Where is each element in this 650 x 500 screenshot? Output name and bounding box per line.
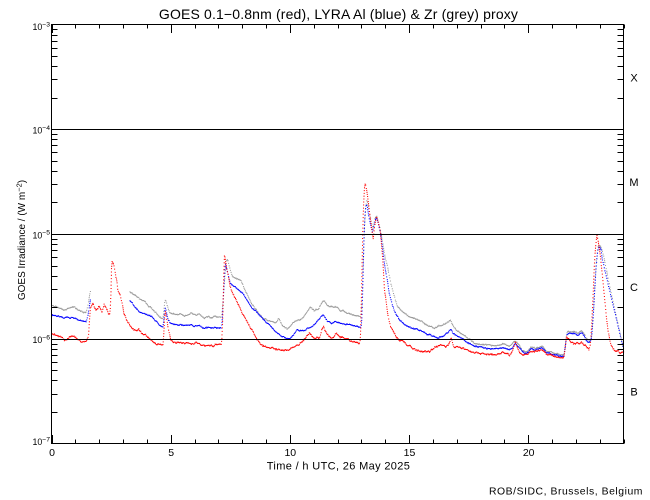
svg-text:0: 0 [49, 447, 55, 459]
svg-text:10−5: 10−5 [32, 230, 50, 241]
svg-text:10−3: 10−3 [32, 21, 50, 32]
svg-text:M: M [629, 177, 638, 189]
svg-text:10−4: 10−4 [32, 125, 50, 136]
svg-text:5: 5 [168, 447, 174, 459]
svg-text:B: B [630, 387, 637, 399]
svg-text:C: C [630, 282, 638, 294]
svg-text:20: 20 [523, 447, 535, 459]
svg-text:10−7: 10−7 [32, 436, 50, 447]
svg-text:10: 10 [284, 447, 296, 459]
svg-text:GOES Irradiance / (W m−2): GOES Irradiance / (W m−2) [15, 180, 29, 300]
svg-text:GOES 0.1−0.8nm (red), LYRA Al: GOES 0.1−0.8nm (red), LYRA Al (blue) & Z… [159, 6, 518, 22]
svg-text:10−6: 10−6 [32, 335, 50, 346]
svg-text:15: 15 [404, 447, 416, 459]
svg-text:X: X [630, 72, 638, 84]
svg-text:Time / h UTC, 26 May 2025: Time / h UTC, 26 May 2025 [267, 460, 410, 472]
svg-text:ROB/SIDC, Brussels, Belgium: ROB/SIDC, Brussels, Belgium [489, 486, 643, 497]
